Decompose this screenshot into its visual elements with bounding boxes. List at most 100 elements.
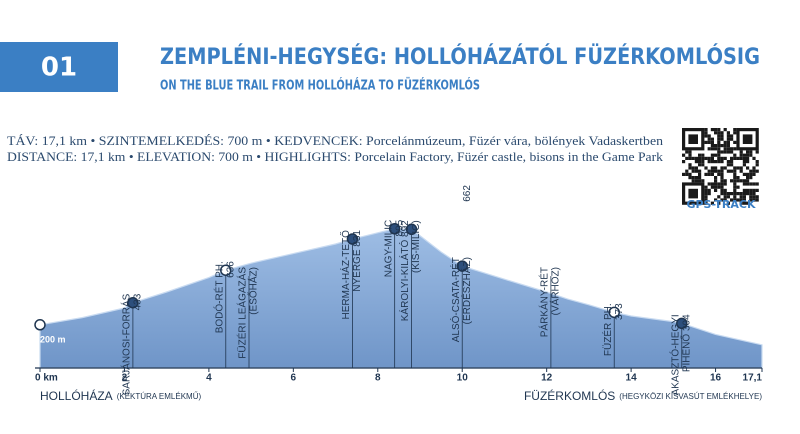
- qr-cell: [717, 140, 721, 144]
- qr-cell: [749, 188, 753, 192]
- qr-cell: [723, 166, 727, 170]
- qr-cell: [717, 182, 721, 186]
- qr-cell: [720, 185, 724, 189]
- qr-cell: [723, 144, 727, 148]
- qr-cell: [742, 192, 746, 196]
- qr-cell: [704, 156, 708, 160]
- qr-cell: [733, 153, 737, 157]
- qr-cell: [717, 128, 721, 132]
- y-tick-label: 800 m: [40, 238, 66, 248]
- qr-cell: [733, 185, 737, 189]
- qr-cell: [694, 179, 698, 183]
- qr-cell: [755, 198, 759, 202]
- qr-cell: [733, 198, 737, 202]
- qr-cell: [714, 185, 718, 189]
- waypoint-elevation: 662: [462, 185, 473, 202]
- qr-cell: [742, 160, 746, 164]
- qr-cell: [752, 198, 756, 202]
- qr-cell: [717, 185, 721, 189]
- qr-cell: [717, 137, 721, 141]
- qr-cell: [682, 160, 686, 164]
- qr-cell: [723, 156, 727, 160]
- waypoint-marker: [608, 306, 620, 319]
- qr-cell: [726, 131, 730, 135]
- qr-cell: [714, 182, 718, 186]
- qr-cell: [746, 192, 750, 196]
- qr-cell: [742, 163, 746, 167]
- qr-cell: [733, 166, 737, 170]
- qr-cell: [710, 182, 714, 186]
- qr-cell: [707, 160, 711, 164]
- qr-cell: [723, 198, 727, 202]
- qr-cell: [733, 192, 737, 196]
- qr-cell: [714, 144, 718, 148]
- waypoint-label: (KIS-MILIC): [411, 220, 422, 273]
- qr-cell: [710, 201, 714, 205]
- subtitle: ON THE BLUE TRAIL FROM HOLLÓHÁZA TO FÜZÉ…: [160, 78, 480, 94]
- qr-code[interactable]: [681, 128, 759, 205]
- qr-cell: [720, 192, 724, 196]
- x-tick-label: 0 km: [35, 373, 58, 384]
- qr-cell: [710, 169, 714, 173]
- qr-cell: [714, 176, 718, 180]
- qr-cell: [752, 169, 756, 173]
- qr-cell: [717, 201, 721, 205]
- qr-cell: [714, 153, 718, 157]
- waypoint-marker: [676, 317, 688, 330]
- qr-cell: [714, 160, 718, 164]
- qr-cell: [707, 192, 711, 196]
- qr-cell: [685, 169, 689, 173]
- qr-cell: [742, 195, 746, 199]
- qr-cell: [720, 134, 724, 138]
- qr-cell: [726, 163, 730, 167]
- gps-track-label[interactable]: GPS-TRACK: [686, 198, 756, 211]
- qr-cell: [720, 166, 724, 170]
- y-tick-label: 200 m: [40, 334, 66, 344]
- qr-cell: [749, 198, 753, 202]
- qr-cell: [717, 134, 721, 138]
- qr-cell: [733, 156, 737, 160]
- qr-cell: [726, 150, 730, 154]
- qr-cell: [685, 172, 689, 176]
- qr-cell: [717, 195, 721, 199]
- qr-cell: [723, 140, 727, 144]
- qr-cell: [717, 156, 721, 160]
- qr-cell: [730, 192, 734, 196]
- qr-cell: [714, 147, 718, 151]
- qr-cell: [717, 144, 721, 148]
- qr-cell: [739, 166, 743, 170]
- qr-cell: [720, 182, 724, 186]
- qr-cell: [701, 163, 705, 167]
- qr-cell: [726, 147, 730, 151]
- x-tick-label: 10: [457, 373, 469, 384]
- qr-finder: [688, 134, 698, 144]
- qr-cell: [739, 195, 743, 199]
- waypoint-label: 895: [394, 219, 405, 236]
- qr-cell: [710, 166, 714, 170]
- qr-cell: [733, 128, 737, 132]
- qr-cell: [739, 198, 743, 202]
- qr-cell: [710, 156, 714, 160]
- waypoint-name: FÜZÉR PH.: [601, 303, 614, 356]
- qr-cell: [749, 150, 753, 154]
- waypoint-name: NAGY-MILIC: [383, 220, 394, 277]
- qr-cell: [688, 150, 692, 154]
- qr-cell: [723, 179, 727, 183]
- qr-cell: [707, 172, 711, 176]
- qr-finder: [688, 188, 698, 199]
- qr-cell: [726, 195, 730, 199]
- qr-cell: [736, 179, 740, 183]
- qr-cell: [698, 172, 702, 176]
- qr-cell: [691, 156, 695, 160]
- number-box: [0, 42, 118, 92]
- qr-cell: [746, 166, 750, 170]
- qr-cell: [707, 188, 711, 192]
- qr-cell: [726, 134, 730, 138]
- qr-finder: [736, 128, 759, 151]
- qr-cell: [739, 156, 743, 160]
- qr-cell: [720, 160, 724, 164]
- qr-cell: [730, 198, 734, 202]
- qr-cell: [691, 166, 695, 170]
- x-tick-label: 12: [541, 373, 553, 384]
